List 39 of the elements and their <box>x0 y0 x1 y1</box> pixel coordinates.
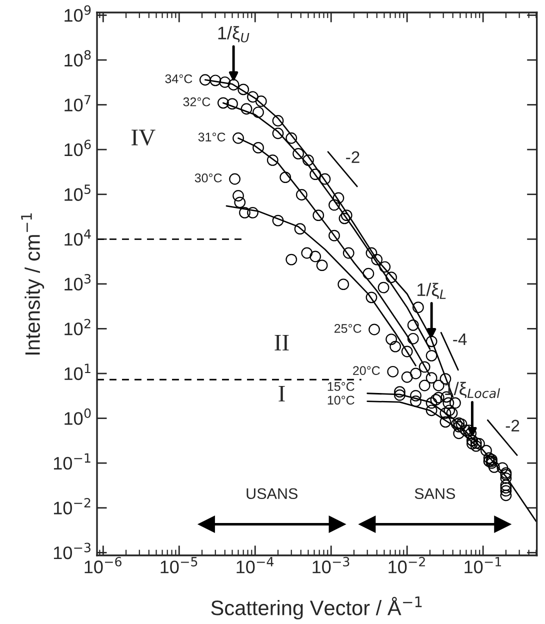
y-tick-label: 10$^{8}$ <box>64 50 91 67</box>
series-label: 32°C <box>183 97 210 106</box>
y-tick-label: 10$^{5}$ <box>64 184 90 201</box>
x-tick-label: 10$^{−6}$ <box>84 556 122 574</box>
y-tick-label: 10$^{3}$ <box>64 274 91 291</box>
annotation: -4 <box>453 334 467 346</box>
y-tick-label: 10$^{2}$ <box>64 318 90 336</box>
annotation: 1/ξ$_{L}$ <box>418 282 446 300</box>
annotation: 1/ξ$_{U}$ <box>218 26 250 42</box>
y-axis-title: Intensity / cm$^{−1}$ <box>21 213 44 354</box>
annotation: -2 <box>506 420 520 432</box>
series-label: 15°C <box>328 382 354 391</box>
x-tick-label: 10$^{−1}$ <box>464 557 502 574</box>
y-tick-label: 10$^{−1}$ <box>54 453 90 470</box>
y-tick-label: 10$^{9}$ <box>64 5 91 22</box>
series-label: 30°C <box>194 174 222 182</box>
x-tick-label: 10$^{−2}$ <box>388 556 425 574</box>
y-tick-label: 10$^{1}$ <box>64 364 90 380</box>
series-label: 34°C <box>165 74 192 84</box>
series-label: 25°C <box>334 324 362 333</box>
y-tick-label: 10$^{4}$ <box>64 229 91 246</box>
series-label: 10°C <box>328 396 354 405</box>
annotation: I <box>278 386 285 402</box>
y-tick-label: 10$^{−2}$ <box>54 498 90 514</box>
annotation: II <box>274 334 289 350</box>
annotation: IV <box>132 130 156 146</box>
x-axis-title: Scattering Vector / Å$^{−1}$ <box>211 596 422 620</box>
y-tick-label: 10$^{0}$ <box>64 408 91 425</box>
series-label: 31°C <box>198 132 226 142</box>
y-tick-label: 10$^{−3}$ <box>54 542 90 560</box>
x-tick-label: 10$^{−3}$ <box>312 556 350 574</box>
y-tick-label: 10$^{6}$ <box>64 140 91 156</box>
y-tick-label: 10$^{7}$ <box>64 95 90 112</box>
x-tick-label: 10$^{−5}$ <box>160 557 198 574</box>
series-label: SANS <box>414 488 456 500</box>
x-tick-label: 10$^{−4}$ <box>236 557 274 574</box>
series-label: 20°C <box>353 366 380 375</box>
annotation: -2 <box>346 151 360 163</box>
series-label: USANS <box>246 488 298 500</box>
